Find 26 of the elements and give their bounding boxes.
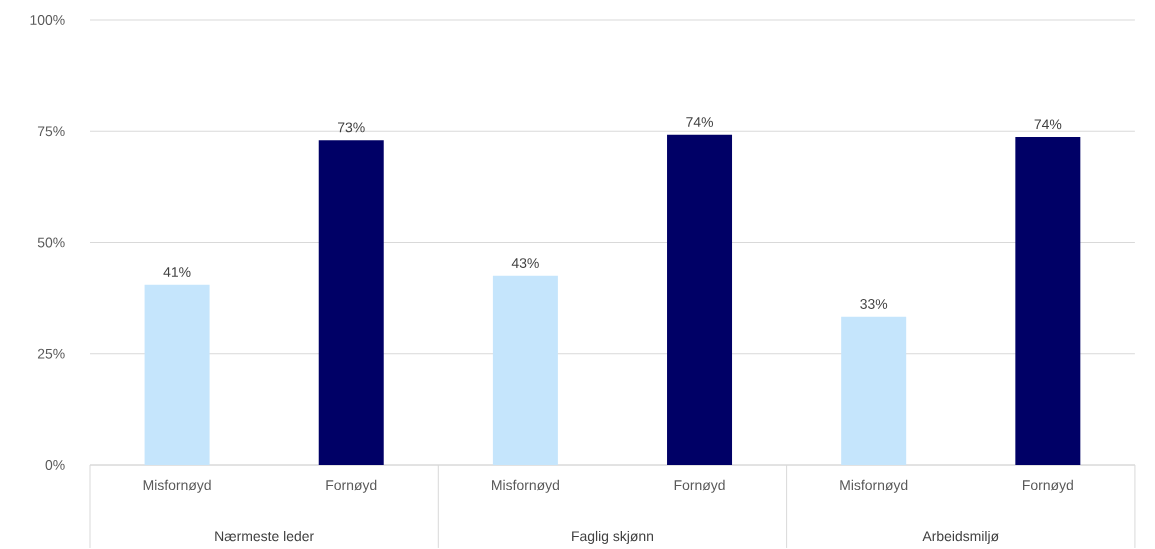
y-tick-label: 50% (37, 237, 65, 248)
y-tick-label: 100% (30, 15, 65, 26)
x-tick-label: Misfornøyd (143, 480, 211, 494)
data-label: 74% (686, 117, 713, 128)
y-tick-label: 25% (37, 349, 65, 359)
bar (841, 317, 907, 466)
x-tick-label: Misfornøyd (492, 480, 559, 494)
data-label: 73% (338, 122, 365, 133)
x-tick-label: Fornøyd (1023, 480, 1073, 494)
bar (492, 276, 558, 466)
bar (1015, 137, 1081, 466)
text: Nærmeste leder (215, 531, 314, 542)
x-tick-label: Fornøyd (326, 480, 377, 494)
data-label: 41% (163, 267, 191, 278)
y-tick-label: 75% (37, 126, 65, 137)
bar (318, 140, 384, 466)
x-tick-label: Misfornøyd (840, 480, 908, 494)
text: Arbeidsmiljø (922, 531, 999, 545)
data-label: 43% (511, 258, 539, 269)
x-tick-label: Fornøyd (674, 480, 725, 494)
bar (667, 135, 733, 466)
data-label: 33% (860, 299, 888, 310)
y-tick-label: 0% (45, 460, 65, 471)
bar (144, 285, 210, 466)
text: Faglig skjønn (572, 531, 654, 545)
data-label: 74% (1034, 119, 1062, 130)
